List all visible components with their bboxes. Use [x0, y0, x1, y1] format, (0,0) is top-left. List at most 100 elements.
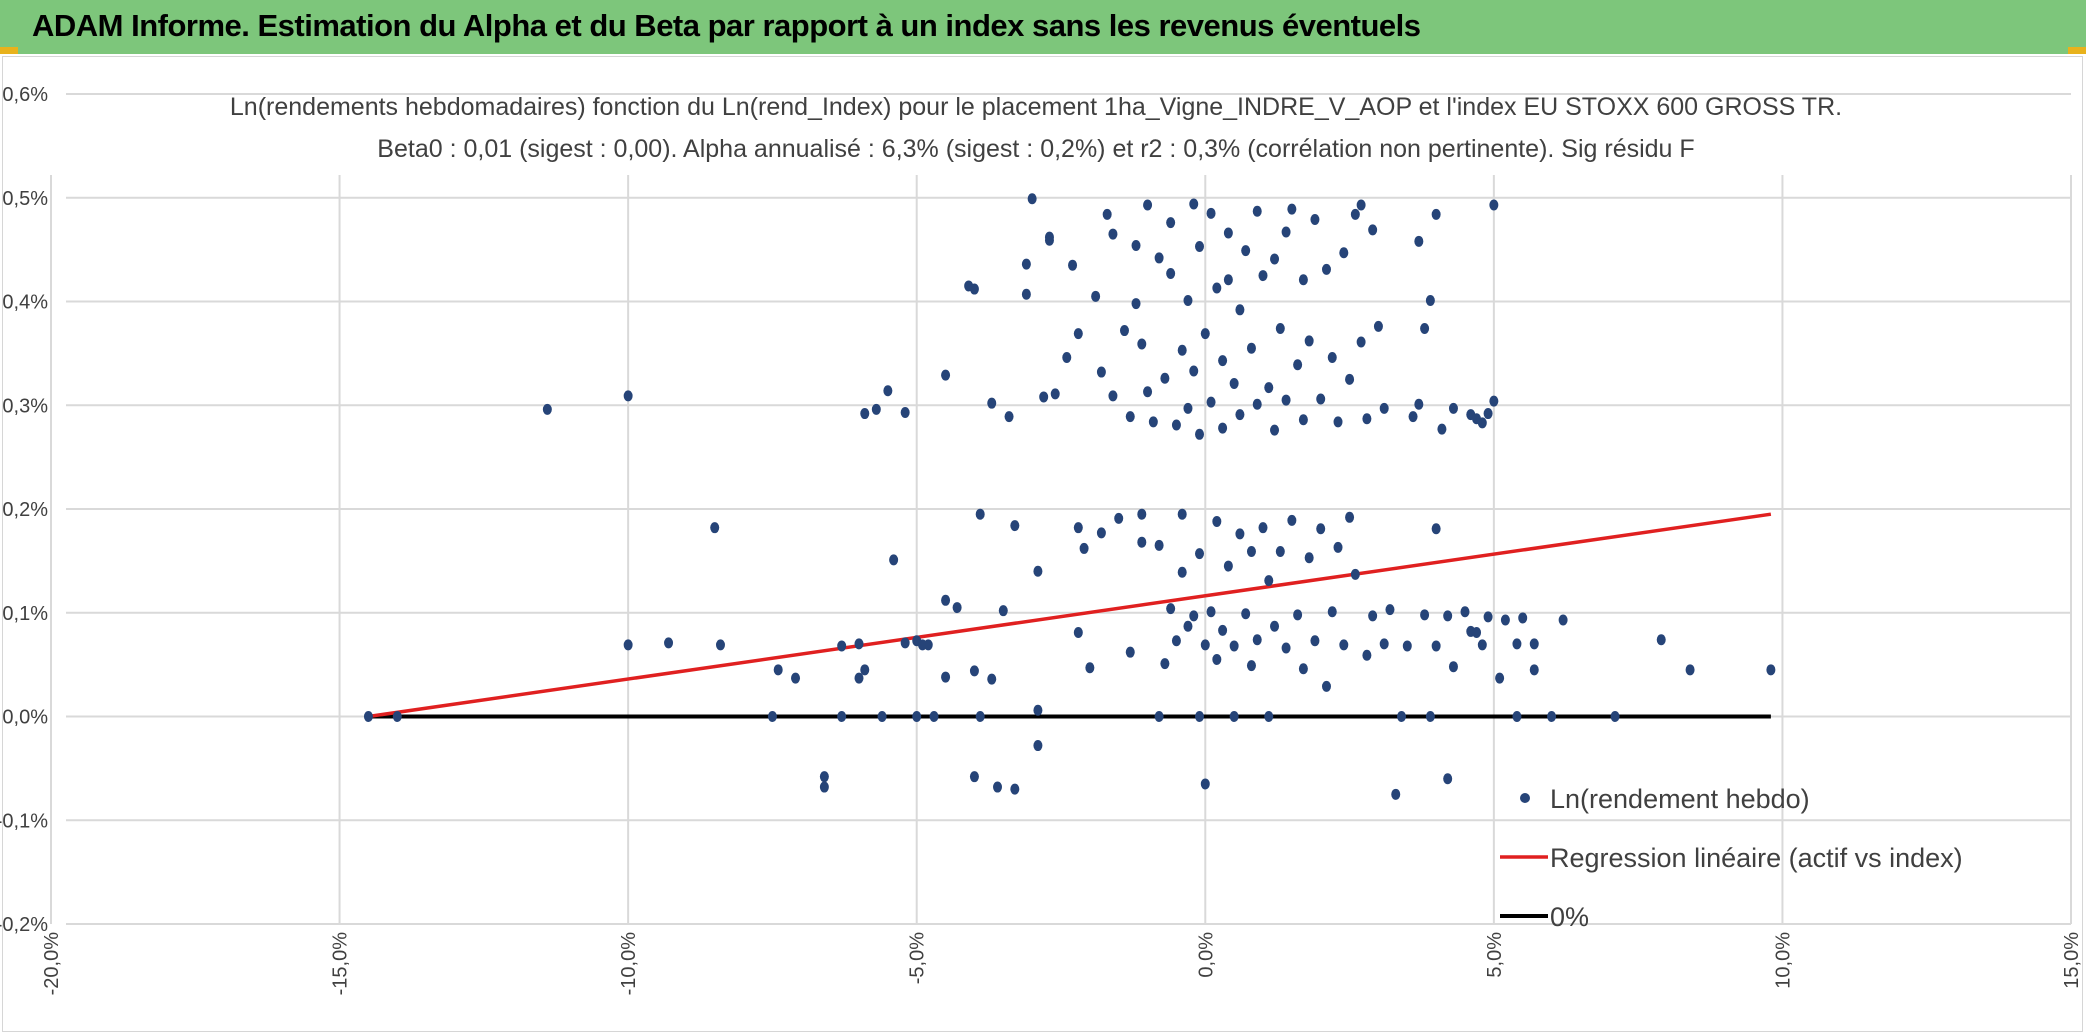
scatter-point	[392, 711, 402, 722]
scatter-point	[1189, 198, 1199, 210]
scatter-point	[1160, 372, 1170, 384]
scatter-point	[1171, 635, 1181, 647]
scatter-point	[1391, 788, 1401, 800]
scatter-point	[900, 407, 910, 419]
scatter-point	[1287, 203, 1297, 215]
scatter-point	[969, 283, 979, 295]
scatter-point	[1368, 610, 1378, 622]
scatter-point	[1275, 322, 1285, 334]
x-tick-label: -5,0%	[907, 932, 929, 984]
chart-frame	[2, 56, 2083, 1032]
legend-label-regression: Regression linéaire (actif vs index)	[1550, 843, 1963, 873]
scatter-point	[1021, 288, 1031, 300]
scatter-point	[854, 638, 864, 650]
scatter-point	[1143, 386, 1153, 398]
report-title: ADAM Informe. Estimation du Alpha et du …	[32, 8, 1421, 43]
scatter-point	[1189, 610, 1199, 622]
scatter-point	[952, 602, 962, 614]
scatter-point	[1143, 199, 1153, 211]
scatter-point	[1512, 711, 1522, 722]
scatter-point	[837, 711, 847, 722]
scatter-point	[1339, 639, 1349, 651]
scatter-point	[1270, 253, 1280, 265]
scatter-point	[1166, 603, 1176, 615]
scatter-point	[1304, 552, 1314, 564]
scatter-point	[1281, 226, 1291, 238]
scatter-point	[1281, 394, 1291, 406]
scatter-point	[1252, 205, 1262, 217]
scatter-point	[1270, 424, 1280, 436]
scatter-point	[1333, 541, 1343, 553]
scatter-point	[1350, 208, 1360, 220]
scatter-point	[1246, 342, 1256, 354]
scatter-point	[1402, 640, 1412, 652]
y-tick-label: 0,2%	[2, 499, 48, 521]
y-tick-label: 0,6%	[2, 84, 48, 106]
scatter-point	[1039, 391, 1049, 403]
scatter-point	[1483, 408, 1493, 420]
scatter-point	[1027, 193, 1037, 205]
scatter-point	[1356, 336, 1366, 348]
scatter-point	[542, 403, 552, 415]
scatter-point	[1241, 245, 1251, 257]
scatter-point	[1420, 609, 1430, 621]
scatter-point	[860, 408, 870, 420]
scatter-point	[871, 403, 881, 415]
scatter-point	[1310, 214, 1320, 226]
scatter-point	[1200, 778, 1210, 790]
scatter-point	[975, 508, 985, 520]
y-tick-label: 0,4%	[2, 292, 48, 314]
scatter-point	[1033, 704, 1043, 716]
scatter-point	[1558, 614, 1568, 626]
scatter-point	[837, 640, 847, 652]
corner-marker	[0, 47, 18, 54]
scatter-point	[1368, 224, 1378, 236]
scatter-point	[1373, 320, 1383, 332]
scatter-point	[1212, 653, 1222, 665]
scatter-point	[1264, 575, 1274, 587]
scatter-point	[1206, 606, 1216, 618]
report-banner: ADAM Informe. Estimation du Alpha et du …	[0, 0, 2086, 54]
scatter-point	[1477, 639, 1487, 651]
scatter-point	[941, 594, 951, 606]
scatter-point	[1131, 239, 1141, 251]
y-tick-label: -0,1%	[0, 810, 48, 832]
x-tick-label: -10,0%	[618, 932, 640, 996]
scatter-point	[1270, 620, 1280, 632]
scatter-point	[912, 711, 922, 722]
scatter-point	[1021, 258, 1031, 270]
scatter-point	[1166, 267, 1176, 279]
scatter-point	[1218, 422, 1228, 434]
legend-label-zero: 0%	[1550, 902, 1589, 932]
scatter-point	[1137, 338, 1147, 350]
scatter-point	[1766, 664, 1776, 676]
scatter-point	[1252, 398, 1262, 410]
scatter-point	[1050, 388, 1060, 400]
scatter-point	[987, 397, 997, 409]
scatter-point	[1321, 680, 1331, 692]
scatter-point	[1483, 611, 1493, 623]
scatter-point	[1264, 382, 1274, 394]
scatter-point	[1339, 247, 1349, 259]
scatter-point	[969, 771, 979, 783]
scatter-point	[1298, 274, 1308, 286]
scatter-point	[1241, 608, 1251, 620]
scatter-point	[1195, 428, 1205, 440]
chart-title-line1: Ln(rendements hebdomadaires) fonction du…	[230, 93, 1842, 121]
scatter-point	[1414, 398, 1424, 410]
scatter-point	[1281, 642, 1291, 654]
scatter-point	[1500, 614, 1510, 626]
scatter-point	[1275, 546, 1285, 558]
y-tick-label: 0,5%	[2, 188, 48, 210]
scatter-point	[854, 672, 864, 684]
scatter-point	[1448, 402, 1458, 414]
scatter-point	[1177, 566, 1187, 578]
scatter-point	[1044, 231, 1054, 243]
scatter-point	[1316, 523, 1326, 535]
scatter-point	[819, 781, 829, 793]
scatter-point	[1460, 606, 1470, 618]
scatter-point	[1437, 423, 1447, 435]
chart-title-line2: Beta0 : 0,01 (sigest : 0,00). Alpha annu…	[377, 135, 1694, 163]
scatter-point	[710, 522, 720, 534]
scatter-point	[1477, 417, 1487, 429]
